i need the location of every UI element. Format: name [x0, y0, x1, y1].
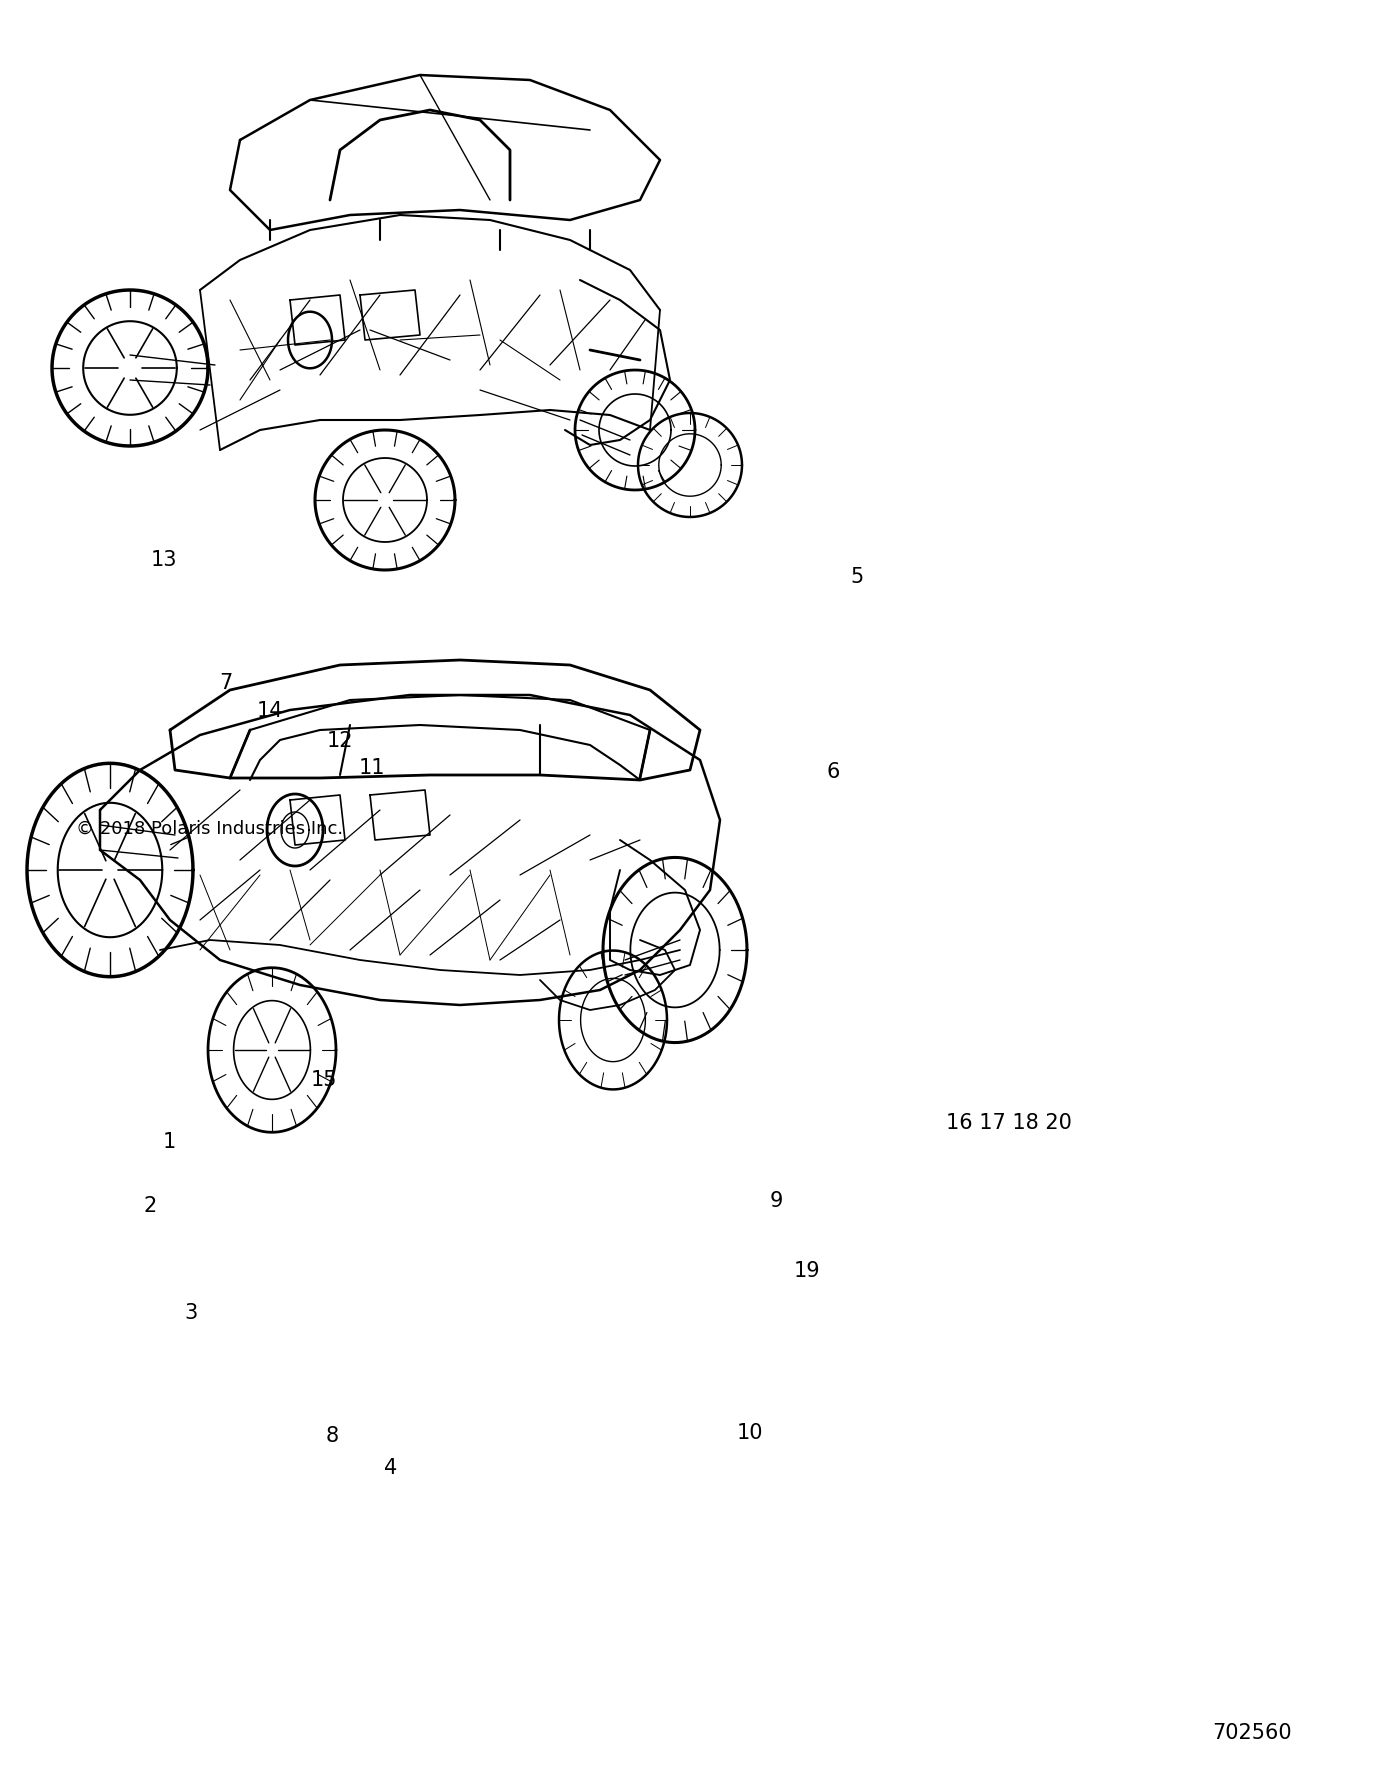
- Text: 4: 4: [384, 1458, 398, 1479]
- Text: 9: 9: [769, 1190, 783, 1212]
- Text: 3: 3: [184, 1303, 198, 1324]
- Text: 11: 11: [358, 757, 385, 779]
- Text: 10: 10: [736, 1422, 764, 1443]
- Text: 12: 12: [326, 731, 353, 752]
- Text: 7: 7: [219, 672, 233, 693]
- Text: 5: 5: [850, 567, 863, 588]
- Text: 702560: 702560: [1213, 1723, 1292, 1743]
- Text: 8: 8: [326, 1426, 340, 1447]
- Text: 19: 19: [793, 1260, 821, 1281]
- Text: © 2018 Polaris Industries Inc.: © 2018 Polaris Industries Inc.: [76, 820, 344, 838]
- Text: 14: 14: [256, 700, 284, 722]
- Text: 2: 2: [143, 1196, 157, 1217]
- Text: 6: 6: [826, 761, 840, 782]
- Text: 16 17 18 20: 16 17 18 20: [947, 1112, 1071, 1133]
- Text: 1: 1: [162, 1132, 176, 1153]
- Text: 15: 15: [310, 1069, 338, 1091]
- Text: 13: 13: [150, 549, 177, 570]
